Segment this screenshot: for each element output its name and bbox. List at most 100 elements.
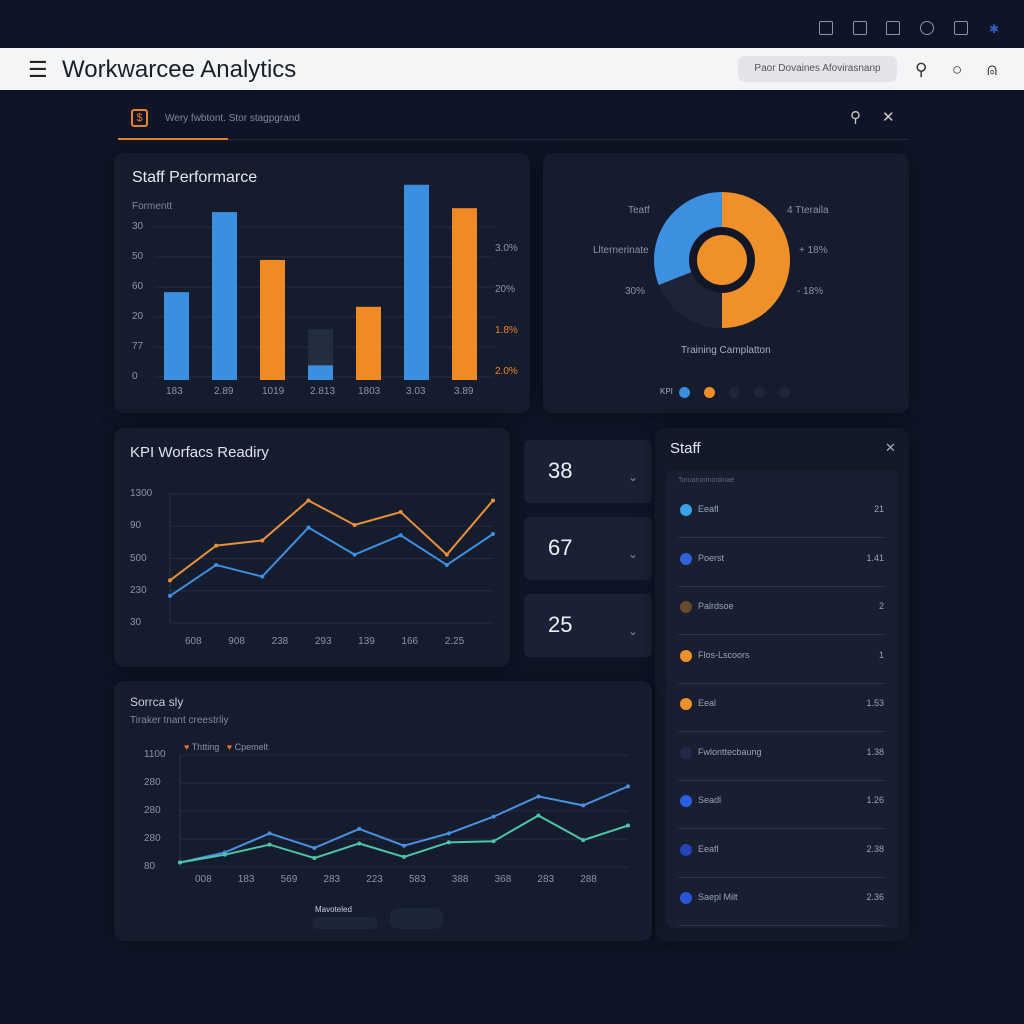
pager-dot[interactable] bbox=[729, 387, 740, 398]
close-icon[interactable]: ✕ bbox=[885, 440, 896, 455]
storage-icon[interactable] bbox=[920, 21, 934, 35]
tick-label: 230 bbox=[130, 584, 147, 596]
data-point bbox=[312, 856, 317, 861]
data-point bbox=[444, 562, 449, 567]
item-label: Palrdsoe bbox=[698, 601, 734, 611]
item-value: 21 bbox=[873, 504, 884, 514]
data-point bbox=[398, 533, 403, 538]
data-point bbox=[357, 841, 362, 846]
circle-icon[interactable]: ○ bbox=[952, 60, 963, 79]
list-item[interactable]: Eeafl 2.38 bbox=[678, 830, 886, 878]
list-item[interactable]: Fwlonttecbaung 1.38 bbox=[678, 733, 886, 781]
search-pill[interactable]: Paor Dovaines Afovirasnanp bbox=[738, 56, 897, 82]
kpi-card[interactable]: 25 ⌄ bbox=[524, 594, 652, 657]
data-point bbox=[491, 531, 495, 536]
label-mr: + 18% bbox=[799, 245, 828, 256]
list-item[interactable]: Poerst 1.41 bbox=[678, 539, 886, 587]
tick-label: 183 bbox=[237, 874, 255, 885]
pager-dot[interactable] bbox=[754, 387, 765, 398]
tick-label: 139 bbox=[358, 636, 375, 647]
tick-label: 238 bbox=[271, 636, 289, 647]
list-item[interactable]: Flos-Lscoors 1 bbox=[678, 636, 886, 684]
trend-line-chart bbox=[178, 754, 630, 868]
kpi-value: 25 bbox=[548, 612, 573, 637]
item-value: 1.26 bbox=[866, 795, 884, 805]
tick-label: 80 bbox=[144, 861, 156, 872]
staff-panel: Staff ✕ Toruarunmonlinae Eeafl 21 Poerst 1.… bbox=[655, 428, 909, 941]
data-point bbox=[581, 838, 586, 843]
toggle-button[interactable] bbox=[390, 908, 443, 929]
window-icon[interactable] bbox=[819, 21, 833, 35]
tick-label: 77 bbox=[132, 341, 144, 352]
chevron-down-icon[interactable]: ⌄ bbox=[627, 470, 638, 484]
item-label: Seadl bbox=[698, 795, 722, 805]
search-icon[interactable]: ⚲ bbox=[850, 109, 861, 126]
search-icon[interactable]: ⚲ bbox=[915, 60, 928, 79]
data-point bbox=[168, 578, 172, 583]
label-bl: 30% bbox=[625, 286, 646, 297]
subbar-label: Wery fwbtont. Stor stagpgrand bbox=[165, 113, 300, 124]
home-icon[interactable] bbox=[886, 21, 900, 35]
legend-item: ♥ Thtting ♥ Cpemelt bbox=[184, 742, 268, 752]
series-line bbox=[179, 785, 629, 864]
chevron-down-icon[interactable]: ⌄ bbox=[627, 547, 638, 561]
menu-icon[interactable]: ☰ bbox=[28, 57, 48, 82]
item-label: Eeal bbox=[698, 698, 717, 708]
star-icon[interactable]: ✱ bbox=[989, 22, 1000, 36]
label-ml: Llternerinate bbox=[593, 245, 649, 256]
staff-performance-card: Staff Performarce Formentt 30 50 60 20 77 0 3.… bbox=[114, 153, 530, 413]
label-tl: Teatf bbox=[628, 205, 650, 216]
label-tr: 4 Tteraila bbox=[787, 205, 829, 216]
legend-marker-icon: ♥ bbox=[184, 742, 190, 752]
tick-label: 223 bbox=[366, 874, 383, 885]
tick-label: 583 bbox=[409, 874, 426, 885]
slider-track[interactable] bbox=[312, 917, 378, 929]
item-value: 1.41 bbox=[866, 552, 884, 563]
pager-dot[interactable] bbox=[704, 387, 715, 398]
data-point bbox=[398, 510, 403, 515]
bar bbox=[404, 184, 429, 380]
legend-label: Thtting bbox=[191, 742, 220, 752]
item-label: Eeafl bbox=[698, 843, 719, 854]
readiness-line-chart bbox=[168, 493, 495, 624]
grid-icon[interactable] bbox=[954, 21, 968, 35]
data-point bbox=[267, 842, 272, 847]
calendar-icon[interactable] bbox=[853, 21, 867, 35]
status-dot-icon bbox=[680, 746, 692, 759]
staff-list: Toruarunmonlinae Eeafl 21 Poerst 1.41 Palrds… bbox=[666, 470, 898, 928]
user-icon[interactable]: ⍝ bbox=[987, 60, 998, 79]
item-label: Eeafl bbox=[698, 504, 719, 514]
tick-label: 166 bbox=[401, 636, 419, 647]
data-point bbox=[536, 794, 541, 799]
tick-label: 3.89 bbox=[454, 386, 474, 397]
chevron-down-icon[interactable]: ⌄ bbox=[627, 624, 638, 638]
tick-label: 280 bbox=[144, 833, 161, 844]
data-point bbox=[260, 574, 265, 579]
kpi-card[interactable]: 67 ⌄ bbox=[524, 517, 652, 580]
axis-label: Formentt bbox=[132, 201, 173, 212]
pager-dot[interactable] bbox=[779, 387, 790, 398]
kpi-card[interactable]: 38 ⌄ bbox=[524, 440, 652, 503]
tick-label: 60 bbox=[132, 281, 144, 292]
list-item[interactable]: Saepl Milt 2.36 bbox=[678, 878, 886, 926]
list-item[interactable]: Eeafl 21 bbox=[678, 490, 886, 538]
panel-title: Staff bbox=[670, 440, 701, 457]
data-point bbox=[312, 845, 317, 850]
kpi-label: KPI bbox=[660, 387, 673, 396]
donut-title: Training Camplatton bbox=[681, 345, 771, 356]
tick-label: 368 bbox=[494, 874, 512, 885]
data-point bbox=[352, 522, 357, 527]
data-point bbox=[260, 538, 265, 543]
active-tab-indicator[interactable] bbox=[118, 138, 228, 140]
pager-dot[interactable] bbox=[679, 387, 690, 398]
list-item[interactable]: Eeal 1.53 bbox=[678, 684, 886, 732]
list-item[interactable]: Seadl 1.26 bbox=[678, 781, 886, 829]
tick-label: 608 bbox=[185, 636, 202, 647]
status-dot-icon bbox=[680, 843, 692, 856]
status-dot-icon bbox=[680, 552, 692, 565]
tick-label: 30 bbox=[132, 221, 144, 232]
close-icon[interactable]: ✕ bbox=[882, 109, 895, 126]
data-point bbox=[491, 814, 496, 819]
list-item[interactable]: Palrdsoe 2 bbox=[678, 587, 886, 635]
training-card: Teatf Llternerinate 30% 4 Tteraila + 18%… bbox=[543, 153, 909, 413]
